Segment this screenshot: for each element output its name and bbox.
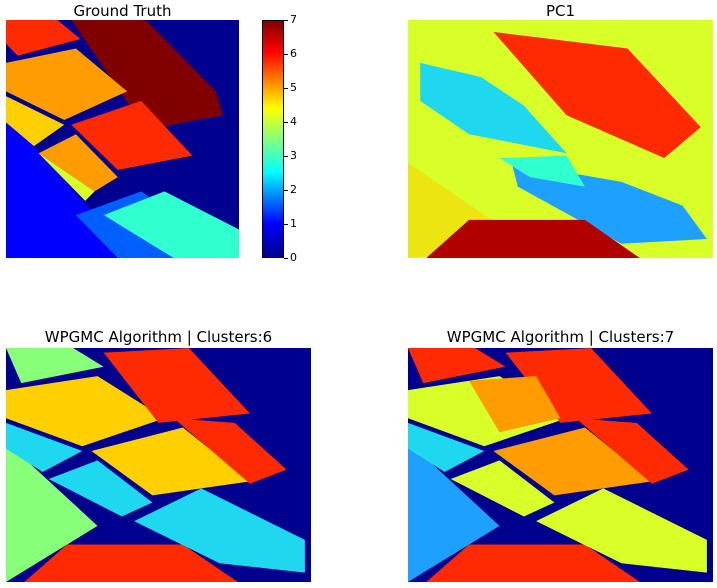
colorbar-tick-label: 3 [290,149,297,162]
pc1-title: PC1 [545,2,576,20]
c7-title: WPGMC Algorithm | Clusters:7 [446,328,675,346]
colorbar-tick-mark [284,223,288,225]
clusters-6-image [6,348,311,582]
colorbar-tick-mark [284,121,288,123]
colorbar [262,20,284,258]
colorbar-tick-mark [284,155,288,157]
clusters-7-image [408,348,713,582]
colorbar-tick-mark [284,53,288,55]
colorbar-tick-label: 6 [290,47,297,60]
colorbar-tick-label: 0 [290,251,297,264]
ground-truth-image [6,20,239,258]
colorbar-tick-mark [284,19,288,21]
colorbar-tick-mark [284,257,288,259]
colorbar-tick-mark [284,189,288,191]
colorbar-tick-label: 4 [290,115,297,128]
c6-title: WPGMC Algorithm | Clusters:6 [44,328,273,346]
pc1-image [408,20,713,258]
colorbar-tick-label: 7 [290,13,297,26]
colorbar-tick-label: 1 [290,217,297,230]
colorbar-tick-mark [284,87,288,89]
colorbar-tick-label: 5 [290,81,297,94]
gt-title: Ground Truth [73,2,172,20]
colorbar-tick-label: 2 [290,183,297,196]
